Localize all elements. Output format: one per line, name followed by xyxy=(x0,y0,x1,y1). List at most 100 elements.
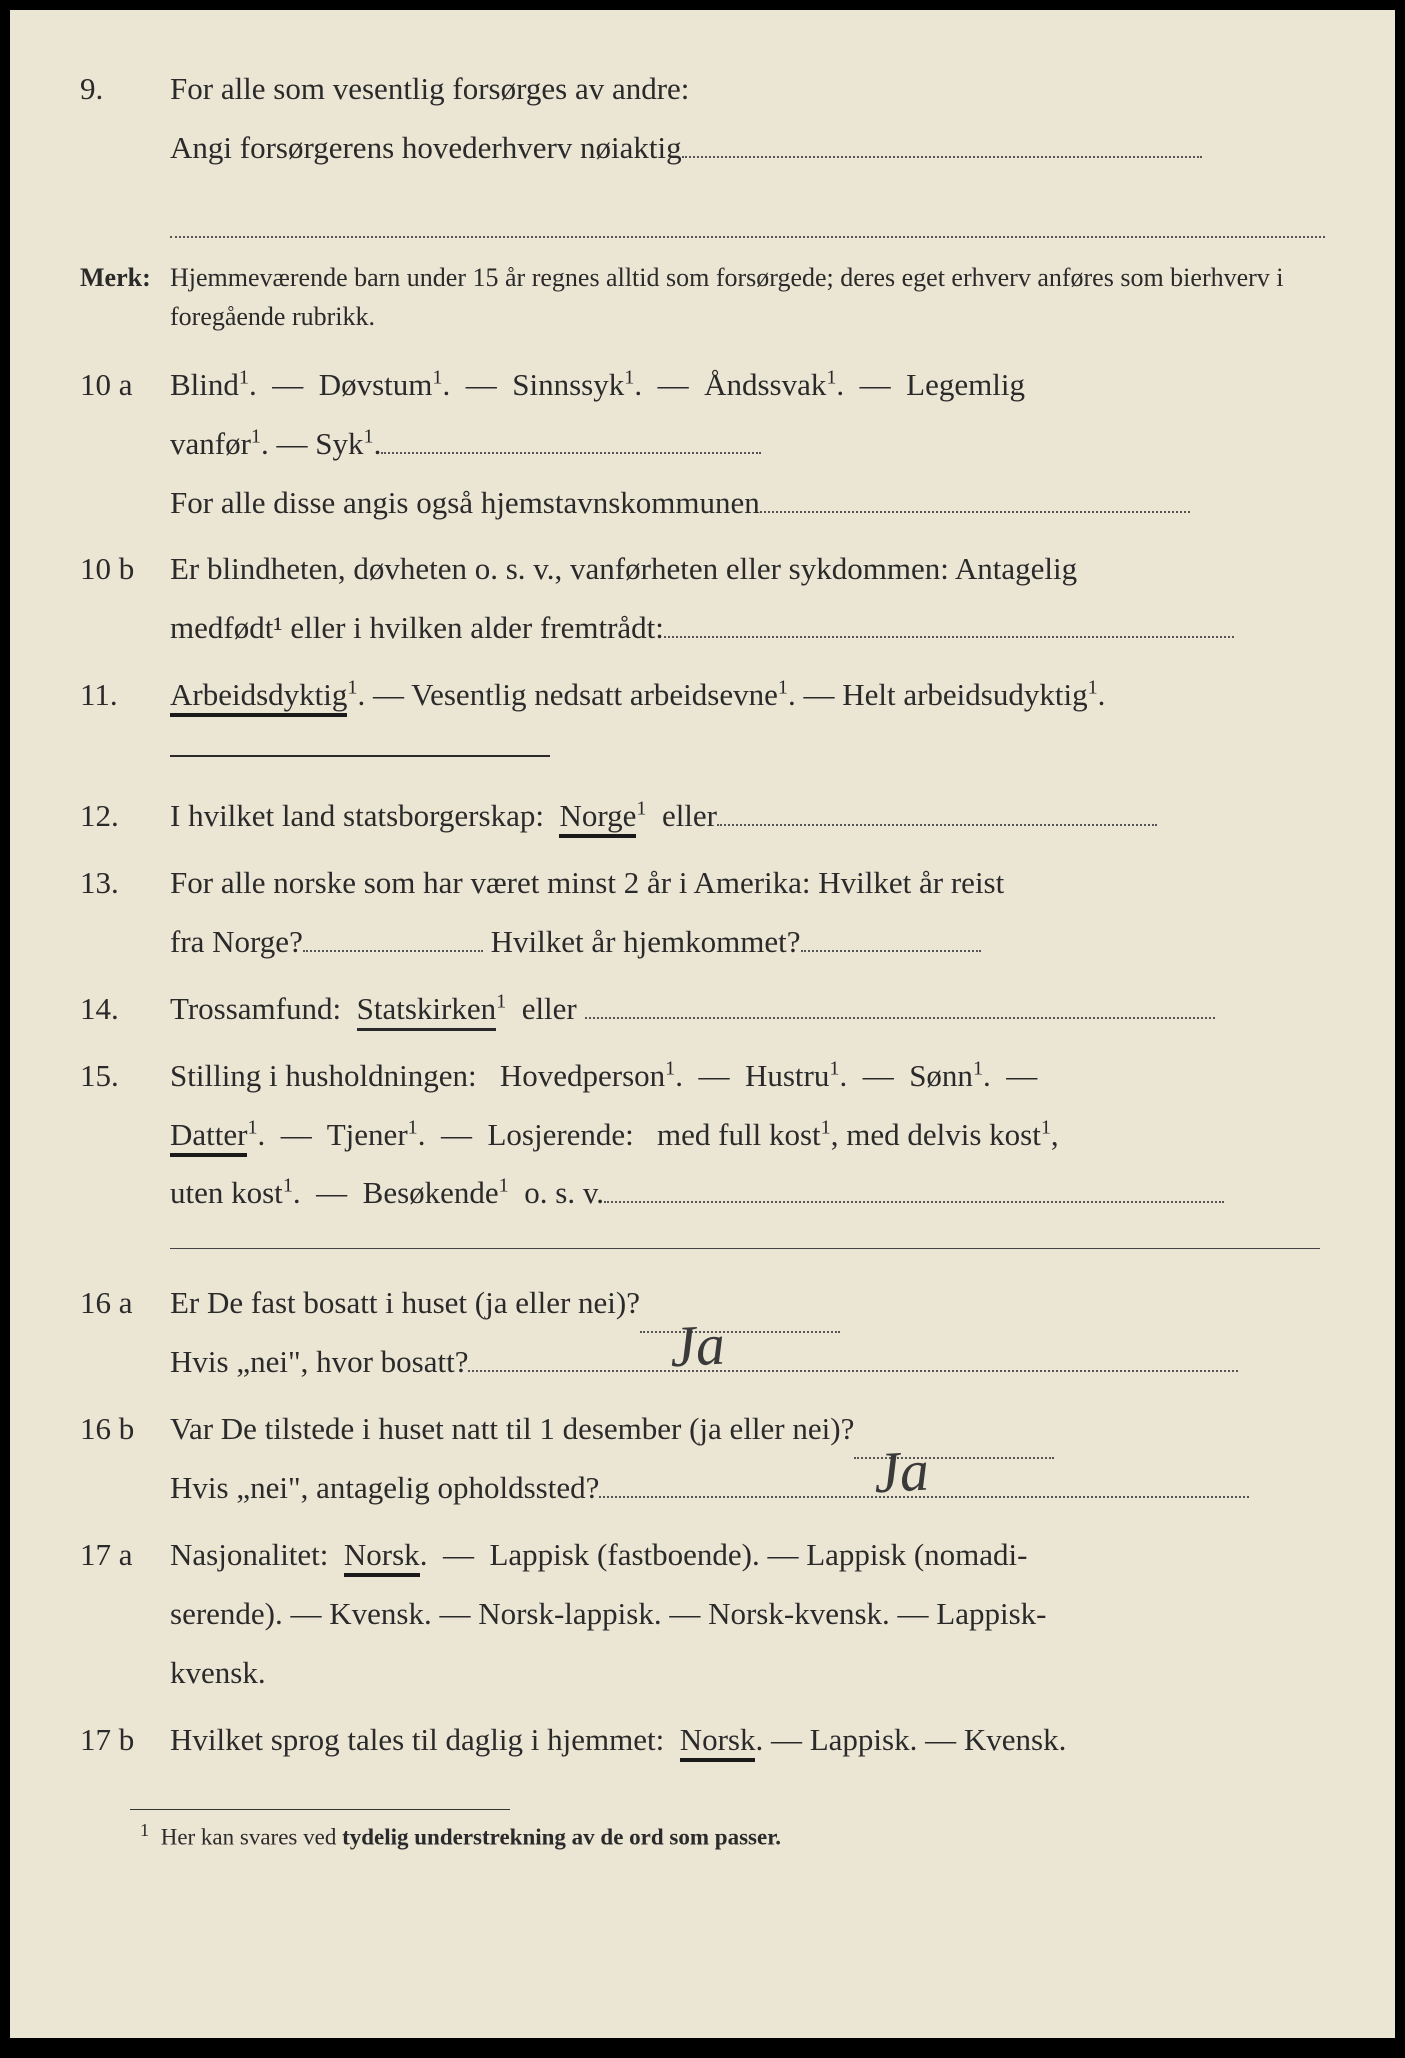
q14-content: Trossamfund: Statskirken1 eller xyxy=(170,980,1325,1039)
q10a-blank2 xyxy=(760,511,1190,513)
question-12: 12. I hvilket land statsborgerskap: Norg… xyxy=(80,787,1325,846)
merk-note: Merk: Hjemmeværende barn under 15 år reg… xyxy=(80,258,1325,336)
q16b-answer-line: Ja xyxy=(854,1457,1054,1459)
q16a-number: 16 a xyxy=(80,1274,170,1392)
footnote-bold: tydelig understrekning av de ord som pas… xyxy=(342,1825,781,1850)
q16b-question: Var De tilstede i huset natt til 1 desem… xyxy=(170,1411,854,1446)
q15-losjerende: Losjerende: xyxy=(487,1117,633,1152)
q10b-number: 10 b xyxy=(80,540,170,658)
q12-content: I hvilket land statsborgerskap: Norge1 e… xyxy=(170,787,1325,846)
q17a-number: 17 a xyxy=(80,1526,170,1703)
footnote-rule xyxy=(130,1809,510,1810)
q17a-norsk: Norsk xyxy=(344,1537,420,1577)
footnote: 1 Her kan svares ved tydelig understrekn… xyxy=(140,1820,1325,1851)
q12-suffix: eller xyxy=(662,798,717,833)
q13-line2b: Hvilket år hjemkommet? xyxy=(491,924,801,959)
question-13: 13. For alle norske som har været minst … xyxy=(80,854,1325,972)
q10a-content: Blind1. — Døvstum1. — Sinnssyk1. — Åndss… xyxy=(170,356,1325,533)
q15-number: 15. xyxy=(80,1047,170,1224)
q9-line1: For alle som vesentlig forsørges av andr… xyxy=(170,71,689,106)
q14-prefix: Trossamfund: xyxy=(170,991,341,1026)
q15-content: Stilling i husholdningen: Hovedperson1. … xyxy=(170,1047,1325,1224)
q12-number: 12. xyxy=(80,787,170,846)
q16a-answer-line: Ja xyxy=(640,1331,840,1333)
q13-line2a: fra Norge? xyxy=(170,924,303,959)
q13-blank1 xyxy=(303,950,483,952)
q14-statskirken: Statskirken xyxy=(357,991,497,1031)
q10a-syk: Syk xyxy=(315,426,363,461)
q15-hustru: Hustru xyxy=(745,1058,829,1093)
q9-blank xyxy=(682,156,1202,158)
q10a-opt-andssvak: Åndssvak xyxy=(704,367,826,402)
q16b-number: 16 b xyxy=(80,1400,170,1518)
question-10b: 10 b Er blindheten, døvheten o. s. v., v… xyxy=(80,540,1325,658)
question-16a: 16 a Er De fast bosatt i huset (ja eller… xyxy=(80,1274,1325,1392)
q16a-content: Er De fast bosatt i huset (ja eller nei)… xyxy=(170,1274,1325,1392)
document-page: 9. For alle som vesentlig forsørges av a… xyxy=(10,10,1395,2038)
question-16b: 16 b Var De tilstede i huset natt til 1 … xyxy=(80,1400,1325,1518)
q15-kost1: med full kost xyxy=(657,1117,821,1152)
question-9: 9. For alle som vesentlig forsørges av a… xyxy=(80,60,1325,238)
question-17a: 17 a Nasjonalitet: Norsk. — Lappisk (fas… xyxy=(80,1526,1325,1703)
q10b-blank xyxy=(664,636,1234,638)
footnote-num: 1 xyxy=(140,1820,149,1840)
q10b-line1: Er blindheten, døvheten o. s. v., vanfør… xyxy=(170,551,1077,586)
q9-number: 9. xyxy=(80,60,170,238)
q15-datter: Datter xyxy=(170,1117,247,1157)
q13-content: For alle norske som har været minst 2 år… xyxy=(170,854,1325,972)
q9-blank-line xyxy=(170,198,1325,238)
section-divider-1 xyxy=(170,755,550,757)
q10a-number: 10 a xyxy=(80,356,170,533)
q10a-opt-sinnsyk: Sinnssyk xyxy=(512,367,624,402)
q14-blank xyxy=(585,1017,1215,1019)
footnote-prefix: Her kan svares ved xyxy=(161,1825,342,1850)
q12-prefix: I hvilket land statsborgerskap: xyxy=(170,798,544,833)
q11-opt3: Helt arbeidsudyktig xyxy=(842,677,1087,712)
q15-kost2: med delvis kost xyxy=(846,1117,1041,1152)
q10b-content: Er blindheten, døvheten o. s. v., vanfør… xyxy=(170,540,1325,658)
q11-content: Arbeidsdyktig1. — Vesentlig nedsatt arbe… xyxy=(170,666,1325,725)
q17b-number: 17 b xyxy=(80,1711,170,1770)
question-14: 14. Trossamfund: Statskirken1 eller xyxy=(80,980,1325,1039)
q9-line2: Angi forsørgerens hovederhverv nøiaktig xyxy=(170,130,682,165)
q16a-sub: Hvis „nei", hvor bosatt? xyxy=(170,1344,468,1379)
q17b-norsk: Norsk xyxy=(680,1722,756,1762)
q17b-rest: — Lappisk. — Kvensk. xyxy=(763,1722,1066,1757)
q17a-rest3: kvensk. xyxy=(170,1655,266,1690)
q11-opt2: Vesentlig nedsatt arbeidsevne xyxy=(411,677,778,712)
q10a-opt-blind: Blind xyxy=(170,367,239,402)
q17a-rest2: serende). — Kvensk. — Norsk-lappisk. — N… xyxy=(170,1596,1046,1631)
q11-number: 11. xyxy=(80,666,170,725)
q16a-question: Er De fast bosatt i huset (ja eller nei)… xyxy=(170,1285,640,1320)
merk-text: Hjemmeværende barn under 15 år regnes al… xyxy=(170,258,1325,336)
q16a-answer: Ja xyxy=(667,1290,727,1403)
q15-tjener: Tjener xyxy=(327,1117,408,1152)
question-15: 15. Stilling i husholdningen: Hovedperso… xyxy=(80,1047,1325,1224)
section-divider-2 xyxy=(170,1248,1320,1249)
q10a-opt-legemlig: Legemlig xyxy=(906,367,1025,402)
question-17b: 17 b Hvilket sprog tales til daglig i hj… xyxy=(80,1711,1325,1770)
merk-label: Merk: xyxy=(80,258,170,336)
q10a-opt-dovstum: Døvstum xyxy=(319,367,433,402)
q16b-answer: Ja xyxy=(871,1416,931,1529)
q12-norge: Norge xyxy=(559,798,636,838)
q15-besok: Besøkende xyxy=(363,1175,499,1210)
q9-content: For alle som vesentlig forsørges av andr… xyxy=(170,60,1325,238)
q13-blank2 xyxy=(801,950,981,952)
q10a-vanfor: vanfør xyxy=(170,426,251,461)
q15-blank xyxy=(604,1201,1224,1203)
q17b-content: Hvilket sprog tales til daglig i hjemmet… xyxy=(170,1711,1325,1770)
q14-number: 14. xyxy=(80,980,170,1039)
q17a-prefix: Nasjonalitet: xyxy=(170,1537,328,1572)
q15-osv: o. s. v. xyxy=(524,1175,604,1210)
q16a-sub-blank xyxy=(468,1370,1238,1372)
q15-hovedperson: Hovedperson xyxy=(500,1058,665,1093)
q13-number: 13. xyxy=(80,854,170,972)
q10b-line2: medfødt¹ eller i hvilken alder fremtrådt… xyxy=(170,610,664,645)
q13-line1: For alle norske som har været minst 2 år… xyxy=(170,865,1004,900)
q16b-sub: Hvis „nei", antagelig opholdssted? xyxy=(170,1470,599,1505)
q15-kost3: uten kost xyxy=(170,1175,283,1210)
q11-opt1: Arbeidsdyktig xyxy=(170,677,347,717)
q12-blank xyxy=(717,824,1157,826)
q10a-blank1 xyxy=(381,452,761,454)
